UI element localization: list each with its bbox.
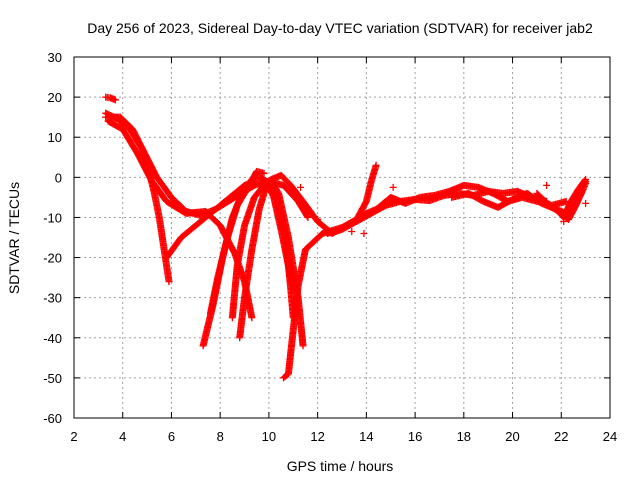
- y-tick-label: -30: [43, 291, 62, 306]
- data-point: [360, 229, 368, 237]
- y-tick-label: -50: [43, 371, 62, 386]
- x-tick-label: 18: [457, 429, 471, 444]
- x-tick-labels: 2 4 6 8 10 12 14 16 18 20 22 24: [70, 429, 617, 444]
- data-marker: [303, 212, 311, 220]
- isolated-points: [297, 181, 590, 237]
- y-tick-label: -20: [43, 251, 62, 266]
- x-tick-label: 22: [554, 429, 568, 444]
- data-point: [582, 175, 590, 183]
- data-point: [111, 96, 119, 104]
- y-tick-label: -40: [43, 331, 62, 346]
- x-tick-label: 20: [505, 429, 519, 444]
- series-arc-a: [102, 93, 119, 104]
- axis-ticks: [73, 56, 611, 419]
- data-point: [348, 227, 356, 235]
- x-tick-label: 12: [310, 429, 324, 444]
- x-tick-label: 24: [603, 429, 617, 444]
- chart-title: Day 256 of 2023, Sidereal Day-to-day VTE…: [87, 20, 593, 36]
- y-tick-labels: 30 20 10 0 -10 -20 -30 -40 -50 -60: [43, 50, 62, 426]
- data-point: [299, 342, 307, 350]
- data-point: [560, 217, 568, 225]
- grid-lines: [74, 57, 610, 418]
- x-tick-label: 16: [408, 429, 422, 444]
- data-point: [260, 169, 268, 177]
- y-tick-label: -60: [43, 411, 62, 426]
- data-point: [304, 213, 312, 221]
- series-arc-j: [280, 161, 380, 382]
- data-point: [314, 215, 322, 223]
- x-tick-label: 10: [262, 429, 276, 444]
- data-point: [582, 199, 590, 207]
- y-tick-label: 30: [48, 50, 62, 65]
- data-point: [297, 183, 305, 191]
- data-point: [543, 181, 551, 189]
- y-tick-label: 0: [55, 170, 62, 185]
- x-tick-label: 14: [359, 429, 373, 444]
- x-tick-label: 8: [217, 429, 224, 444]
- y-axis-label: SDTVAR / TECUs: [6, 182, 22, 294]
- data-point: [248, 314, 256, 322]
- data-marker: [581, 176, 589, 184]
- y-tick-label: -10: [43, 210, 62, 225]
- x-tick-label: 6: [168, 429, 175, 444]
- series-arc-p: [552, 175, 590, 221]
- data-markers: [102, 93, 590, 382]
- y-tick-label: 20: [48, 90, 62, 105]
- plot-frame: [73, 56, 611, 419]
- y-tick-label: 10: [48, 130, 62, 145]
- series-arc-g: [206, 167, 268, 318]
- x-tick-label: 2: [70, 429, 77, 444]
- data-point: [389, 183, 397, 191]
- data-point: [165, 278, 173, 286]
- data-point: [372, 161, 380, 169]
- x-axis-label: GPS time / hours: [287, 458, 394, 474]
- x-tick-label: 4: [119, 429, 126, 444]
